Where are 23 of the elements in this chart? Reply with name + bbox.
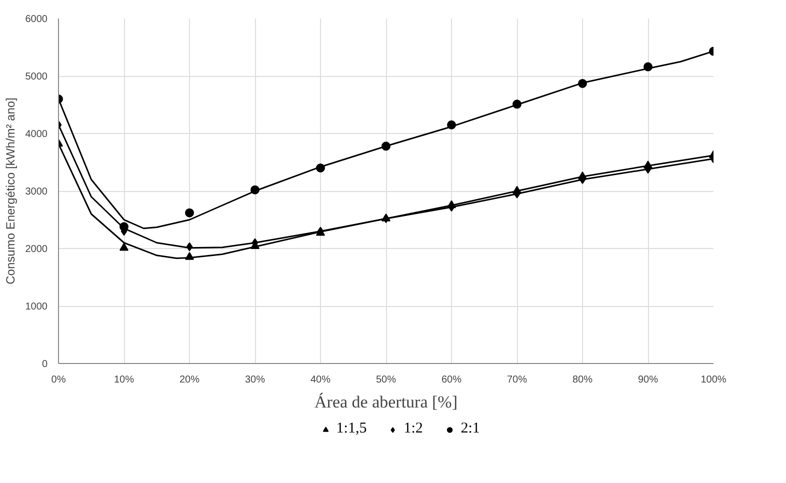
x-tick-label: 30% bbox=[244, 374, 266, 386]
x-tick-label: 70% bbox=[506, 374, 528, 386]
y-tick-label: 3000 bbox=[25, 186, 48, 198]
legend-label: 2:1 bbox=[460, 420, 481, 438]
legend-label: 1:1,5 bbox=[336, 420, 367, 438]
x-tick-label: 10% bbox=[114, 374, 134, 386]
y-tick-label: 2000 bbox=[25, 244, 48, 255]
x-axis-title: Área de abertura [%] bbox=[314, 392, 458, 412]
x-tick-label: 80% bbox=[572, 374, 593, 386]
y-tick-label: 1000 bbox=[25, 302, 48, 312]
x-tick-label: 100% bbox=[700, 374, 726, 386]
y-tick-label: 0 bbox=[42, 359, 48, 370]
x-tick-label: 20% bbox=[179, 374, 200, 386]
y-tick-label: 4000 bbox=[25, 129, 48, 140]
x-tick-label: 40% bbox=[310, 374, 331, 386]
y-axis-title: Consumo Energético [kWh/m² ano] bbox=[3, 98, 18, 284]
legend-label: 1:2 bbox=[404, 420, 424, 438]
y-tick-label: 6000 bbox=[25, 14, 48, 25]
x-tick-label: 50% bbox=[376, 374, 396, 386]
x-tick-label: 60% bbox=[441, 374, 462, 386]
x-tick-label: 90% bbox=[638, 374, 658, 386]
x-tick-label: 0% bbox=[51, 374, 66, 386]
y-tick-label: 5000 bbox=[25, 72, 48, 82]
